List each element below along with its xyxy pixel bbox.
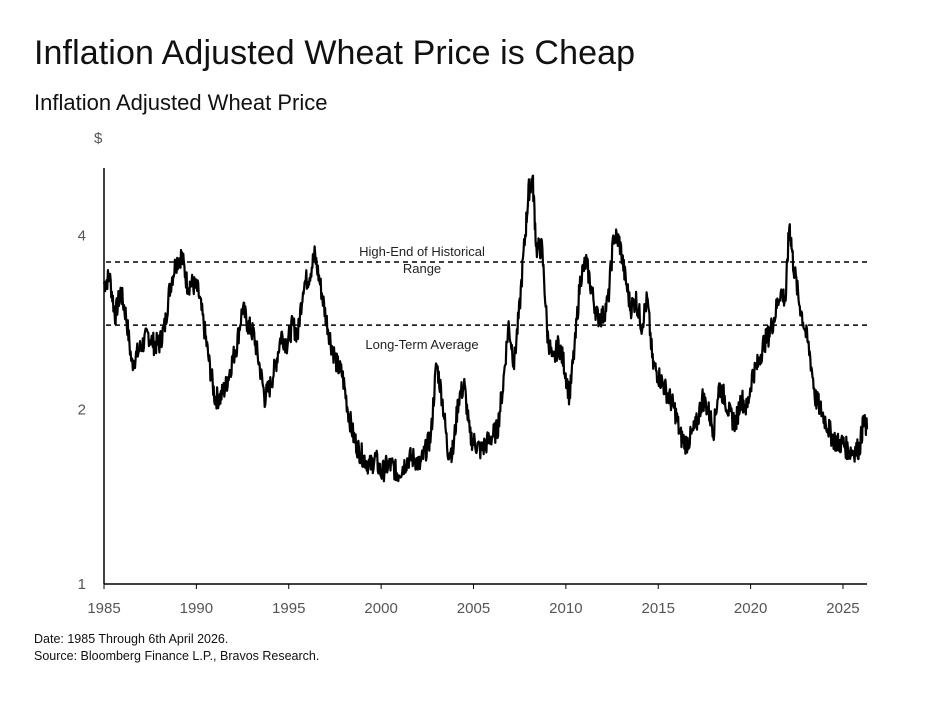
y-tick-label: 1 <box>78 576 86 593</box>
source-note: Source: Bloomberg Finance L.P., Bravos R… <box>34 649 320 663</box>
long-term-average-label: Long-Term Average <box>365 337 478 352</box>
high-end-range-label-line2: Range <box>403 261 441 276</box>
x-tick-label: 1995 <box>272 600 305 617</box>
y-axis-unit-label: $ <box>94 130 103 147</box>
wheat-price-series-line <box>102 174 869 483</box>
x-tick-label: 2005 <box>457 600 490 617</box>
chart-footnote: Date: 1985 Through 6th April 2026. Sourc… <box>34 631 319 665</box>
x-tick-label: 2010 <box>549 600 582 617</box>
high-end-range-label: High-End of Historical <box>359 244 485 259</box>
x-tick-label: 2020 <box>734 600 767 617</box>
y-tick-label: 2 <box>78 402 86 419</box>
chart-subtitle: Inflation Adjusted Wheat Price <box>34 90 328 115</box>
x-tick-label: 1985 <box>87 600 120 617</box>
x-tick-label: 1990 <box>180 600 213 617</box>
x-tick-label: 2000 <box>364 600 397 617</box>
x-tick-label: 2015 <box>642 600 675 617</box>
page-title: Inflation Adjusted Wheat Price is Cheap <box>34 34 636 72</box>
date-note: Date: 1985 Through 6th April 2026. <box>34 632 229 646</box>
y-tick-label: 4 <box>78 227 86 244</box>
x-tick-label: 2025 <box>826 600 859 617</box>
